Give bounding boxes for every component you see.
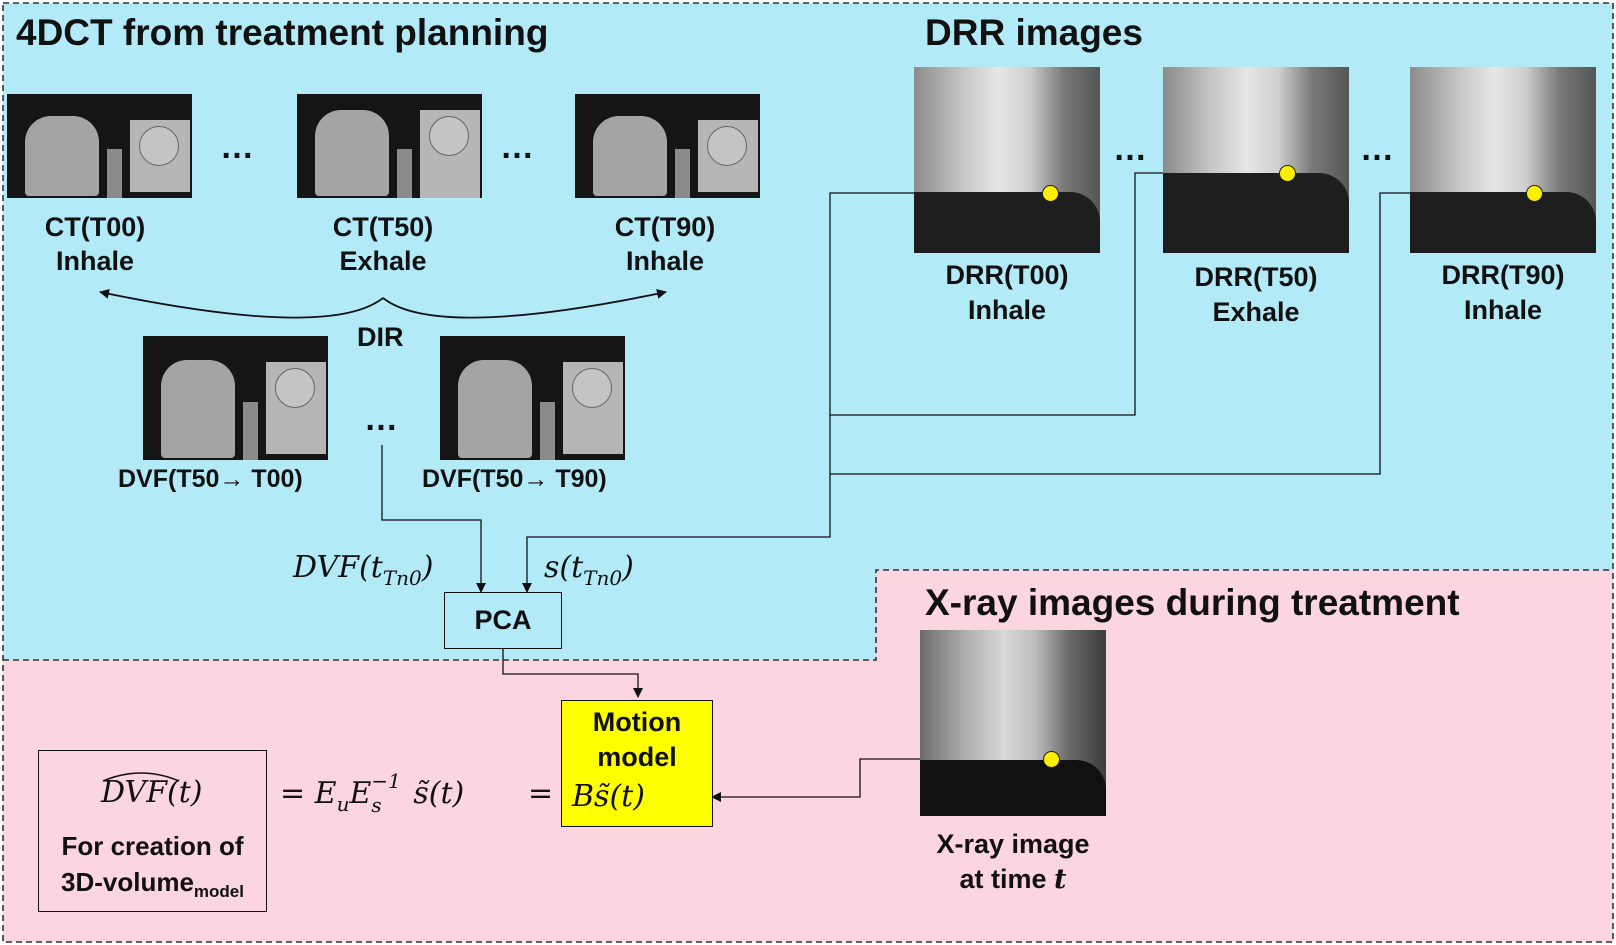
xray-label: X-ray image at time t xyxy=(898,827,1128,897)
drr-marker-t50 xyxy=(1279,165,1296,182)
drr-t00-line xyxy=(829,172,1287,416)
s-input-sub: Tn0 xyxy=(583,566,623,590)
ct-label-t50: CT(T50) Exhale xyxy=(318,210,448,278)
pca-label: PCA xyxy=(474,605,532,635)
pca-to-model-line xyxy=(502,649,643,698)
motion-model-line1: Motion xyxy=(592,707,682,737)
drr-image-t50 xyxy=(1163,67,1349,253)
drr-label-t90: DRR(T90) Inhale xyxy=(1423,258,1583,328)
eq-s-sub: s xyxy=(371,793,382,817)
dvf-hat-arc xyxy=(102,772,180,782)
drr-label-t00-name: DRR(T00) xyxy=(945,260,1069,290)
ct-label-t00: CT(T00) Inhale xyxy=(30,210,160,278)
dvf-input-close: ) xyxy=(421,550,434,585)
ct-label-t90-name: CT(T90) xyxy=(614,212,716,242)
drr-collector-to-pca xyxy=(522,415,831,593)
dvf-input-sub: Tn0 xyxy=(382,566,422,590)
drr-marker-t00 xyxy=(1042,185,1059,202)
creation-line2-main: 3D-volume xyxy=(61,867,194,897)
motion-model-formula: Bs̃(t) xyxy=(572,779,645,814)
ct-label-t00-phase: Inhale xyxy=(55,246,135,276)
xray-label-prefix: at time xyxy=(959,864,1055,894)
xray-marker xyxy=(1043,751,1060,768)
ct-image-t50 xyxy=(297,94,482,198)
eq-second-E: E xyxy=(349,776,372,811)
eq-s-sub-sup: −1 s xyxy=(371,769,413,817)
dvf-hat-main: DVF xyxy=(101,775,168,810)
dvf-hat-arg: (t) xyxy=(167,775,203,810)
creation-line2-sub: model xyxy=(193,882,244,901)
eq-inverse-sup: −1 xyxy=(371,769,401,793)
dvf-ellipsis: … xyxy=(364,400,398,438)
planning-section-title: 4DCT from treatment planning xyxy=(16,12,549,53)
equation-rhs: = EuE −1 s s̃(t) xyxy=(280,769,465,817)
pca-box: PCA xyxy=(444,592,562,649)
s-input-formula: s(tTn0) xyxy=(544,550,634,590)
creation-line2: 3D-volumemodel xyxy=(39,867,266,902)
treatment-section-title: X-ray images during treatment xyxy=(925,582,1460,623)
drr-label-t50-phase: Exhale xyxy=(1212,297,1300,327)
creation-box: DVF(t) For creation of 3D-volumemodel xyxy=(38,750,267,912)
dir-arrow-to-t90 xyxy=(382,288,667,319)
dvf-hat-formula: DVF(t) xyxy=(101,775,202,810)
eq-tilde-s: s̃(t) xyxy=(413,776,465,811)
s-input-main: s(t xyxy=(544,550,584,585)
drr-label-t50: DRR(T50) Exhale xyxy=(1176,260,1336,330)
drr-image-t00 xyxy=(914,67,1100,253)
dvf-input-main: DVF(t xyxy=(293,550,383,585)
ct-label-t90-phase: Inhale xyxy=(625,246,705,276)
xray-label-var: t xyxy=(1054,864,1067,895)
ct-label-t50-phase: Exhale xyxy=(339,246,427,276)
drr-section-title: DRR images xyxy=(925,12,1143,53)
region-divider-dashed xyxy=(3,569,1613,661)
motion-model-box: Motion model Bs̃(t) xyxy=(561,700,713,827)
dvf-image-t50-t00 xyxy=(143,336,328,460)
drr-label-t00: DRR(T00) Inhale xyxy=(927,258,1087,328)
ct-label-t00-name: CT(T00) xyxy=(44,212,146,242)
dir-label: DIR xyxy=(357,322,404,352)
s-input-close: ) xyxy=(622,550,634,585)
drr-label-t90-phase: Inhale xyxy=(1463,295,1543,325)
dvf-label-t90: DVF(T50→ T90) xyxy=(422,465,607,493)
planning-region xyxy=(3,3,1613,660)
dvf-label-t00: DVF(T50→ T00) xyxy=(118,465,303,493)
eq-first-term: = E xyxy=(280,776,337,811)
ct-label-t90: CT(T90) Inhale xyxy=(600,210,730,278)
drr-label-t00-phase: Inhale xyxy=(967,295,1047,325)
drr-label-t90-name: DRR(T90) xyxy=(1441,260,1565,290)
dvf-to-pca-line xyxy=(381,445,486,593)
drr-label-t50-name: DRR(T50) xyxy=(1194,262,1318,292)
ct-label-t50-name: CT(T50) xyxy=(332,212,434,242)
drr-ellipsis-1: … xyxy=(1113,130,1147,168)
ct-image-t00 xyxy=(7,94,192,198)
motion-model-line2: model xyxy=(597,742,677,772)
creation-line1: For creation of xyxy=(61,831,244,861)
xray-label-line2: at time t xyxy=(898,862,1128,897)
ct-image-t90 xyxy=(575,94,760,198)
drr-marker-t90 xyxy=(1526,185,1543,202)
ct-ellipsis-1: … xyxy=(220,128,254,166)
drr-ellipsis-2: … xyxy=(1360,130,1394,168)
dvf-input-formula: DVF(tTn0) xyxy=(293,550,433,590)
dvf-image-t50-t90 xyxy=(440,336,625,460)
xray-label-line1: X-ray image xyxy=(936,829,1090,859)
drr-image-t90 xyxy=(1410,67,1596,253)
ct-ellipsis-2: … xyxy=(500,128,534,166)
xray-image-t xyxy=(920,630,1106,816)
equation-equals: = xyxy=(528,776,554,811)
eq-u-sub: u xyxy=(336,792,350,816)
dir-arrow-to-t00 xyxy=(99,288,384,319)
